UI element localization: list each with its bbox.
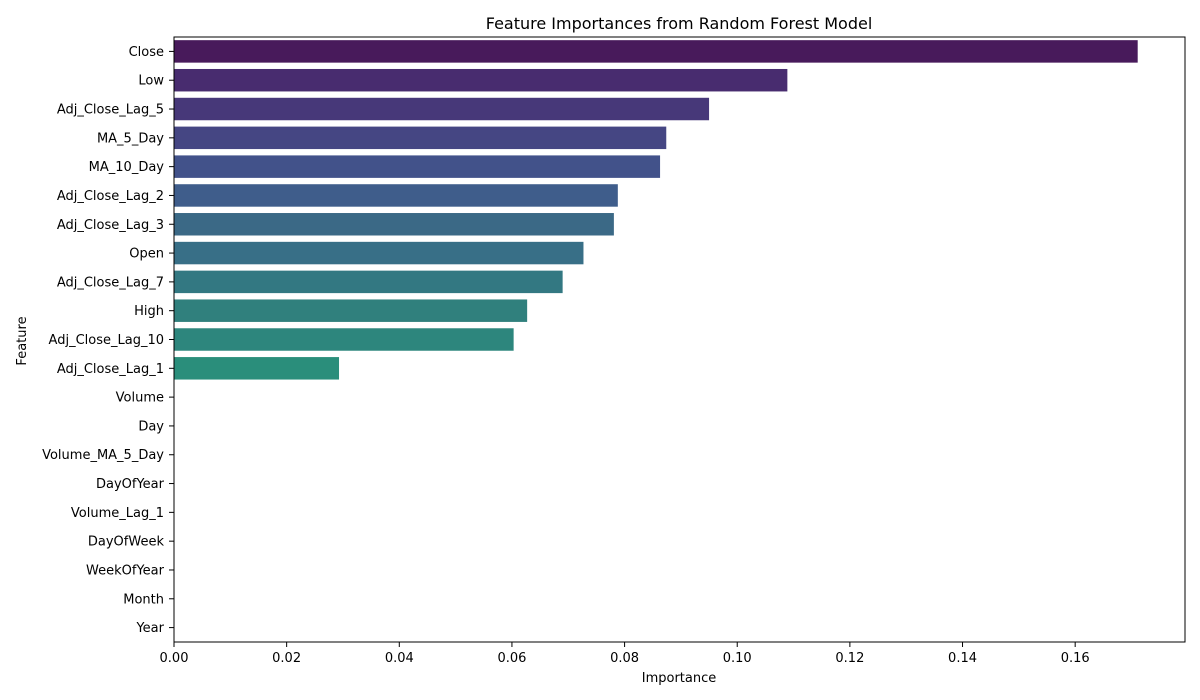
bar-close [174,40,1138,63]
bar-adj-close-lag-2 [174,184,618,207]
bar-adj-close-lag-3 [174,213,614,236]
bar-low [174,68,788,92]
bar-adj-close-lag-7 [174,270,563,294]
y-tick-label: Close [129,45,164,60]
y-tick-label: Month [123,592,164,607]
x-tick-label: 0.10 [723,651,752,666]
bar-adj-close-lag-10 [174,328,514,351]
plot-frame [173,36,1186,643]
y-tick-label: Adj_Close_Lag_3 [57,218,164,233]
bars-group [174,40,1138,380]
y-tick-label: Adj_Close_Lag_2 [57,189,164,204]
chart-title: Feature Importances from Random Forest M… [486,14,873,33]
y-tick-label: Adj_Close_Lag_1 [57,362,164,377]
y-tick-label: Day [138,419,164,434]
y-tick-label: Adj_Close_Lag_10 [49,333,164,348]
y-tick-label: Volume [116,391,164,406]
y-tick-label: Adj_Close_Lag_7 [57,275,164,290]
x-tick-label: 0.12 [835,651,864,666]
x-tick-label: 0.08 [610,651,639,666]
x-tick-label: 0.16 [1061,651,1090,666]
y-tick-label: Volume_MA_5_Day [42,448,164,463]
y-tick-label: WeekOfYear [86,563,165,578]
y-tick-label: DayOfWeek [88,535,165,550]
y-axis-ticks: Close Low Adj_Close_Lag_5 MA_5_Day MA_10_Day… [42,45,174,636]
y-tick-label: Year [135,621,164,636]
bar-ma-5-day [174,126,667,150]
x-axis-label: Importance [642,671,717,686]
x-tick-label: 0.14 [948,651,977,666]
y-tick-label: MA_10_Day [89,160,165,175]
bar-adj-close-lag-5 [174,97,710,121]
y-tick-label: Open [129,247,164,262]
y-tick-label: High [134,304,164,319]
bar-ma-10-day [174,155,661,178]
x-tick-label: 0.00 [160,651,189,666]
bar-high [174,299,528,322]
x-tick-label: 0.04 [385,651,414,666]
x-tick-label: 0.06 [497,651,526,666]
y-tick-label: MA_5_Day [97,131,164,146]
y-axis-label: Feature [15,316,30,365]
y-tick-label: DayOfYear [96,477,165,492]
x-axis-ticks: 0.00 0.02 0.04 0.06 0.08 0.10 0.12 0.14 0.16 [160,642,1090,666]
bar-adj-close-lag-1 [174,357,340,380]
y-tick-label: Low [138,74,164,89]
y-tick-label: Adj_Close_Lag_5 [57,103,164,118]
y-tick-label: Volume_Lag_1 [71,506,164,521]
x-tick-label: 0.02 [272,651,301,666]
bar-open [174,241,584,265]
